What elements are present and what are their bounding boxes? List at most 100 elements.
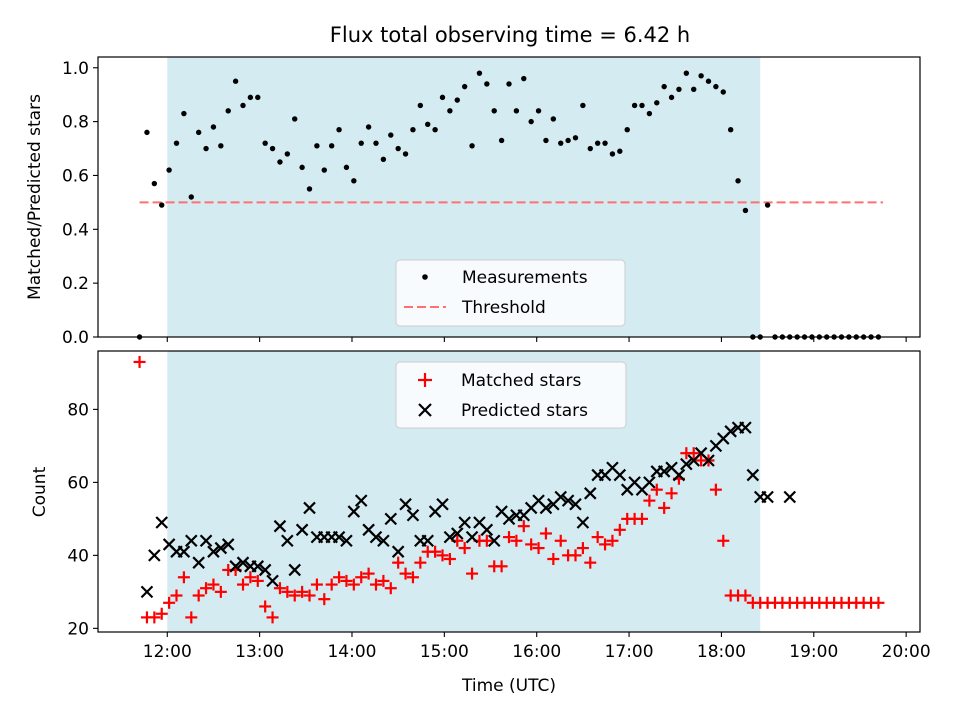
counts-frame [97,350,921,633]
counts-legend: Matched stars Predicted stars [395,361,627,429]
measurement-point [609,151,616,157]
matched-point [443,553,456,566]
measurement-point [351,178,357,184]
measurement-point [491,108,497,114]
measurement-point [558,140,564,146]
predicted-point [303,501,316,515]
measurement-point [151,180,158,187]
predicted-point [281,534,294,548]
predicted-point [487,534,501,548]
ratio-ticks: 0.0 0.2 0.4 0.6 0.8 1.0 [62,59,907,348]
measurement-point [484,81,490,87]
y-tick-label: 1.0 [62,59,89,79]
predicted-point [288,563,302,577]
measurement-point [617,148,623,154]
x-tick-label: 15:00 [420,642,469,662]
matched-point [384,582,397,595]
predicted-point [680,457,693,471]
measurement-point [225,108,231,114]
measurement-point [550,116,557,122]
predicted-point [214,541,228,555]
matched-point [392,556,405,569]
ratio-y-axis-label: Matched/Predicted stars [25,94,45,300]
matched-point [458,542,471,555]
matched-point [200,582,213,595]
matched-point [717,534,730,547]
matched-point [599,538,612,551]
measurement-point [358,140,364,146]
matched-point [480,534,493,547]
x-tick-label: 18:00 [697,642,746,662]
measurement-point [232,78,239,84]
matched-point [547,553,560,566]
matched-point [613,523,626,536]
matched-point [643,494,656,507]
matched-point [318,593,331,606]
x-tick-label: 13:00 [235,642,284,662]
x-tick-label: 12:00 [143,642,192,662]
measurement-point [218,143,224,149]
predicted-point [783,490,797,504]
chart-title: Flux total observing time = 6.42 h [330,23,690,47]
matched-point [495,560,508,573]
measurement-point [705,78,712,84]
measurement-point [255,94,261,101]
measurement-point [661,83,667,90]
matched-point [214,585,227,598]
matched-point [569,549,582,562]
predicted-point [672,468,686,482]
measurement-point [572,135,579,141]
matched-point [510,534,523,547]
measurement-point [269,145,276,152]
predicted-point [369,530,383,544]
measurement-point [284,151,291,157]
matched-point [709,483,722,496]
predicted-point [761,490,774,504]
measurement-point [336,126,342,133]
matched-point [525,538,538,551]
matched-point [185,611,198,624]
measurement-point [565,137,571,144]
measurement-point [395,145,401,152]
measurement-point [447,108,453,114]
measurement-point [417,102,424,109]
measurement-point [173,140,180,146]
predicted-point [140,585,154,599]
measurement-point [402,151,409,157]
matched-point [340,574,353,587]
predicted-point [576,516,590,529]
matched-point [739,589,752,602]
ratio-legend: Measurements Threshold [395,259,626,327]
predicted-point [221,538,235,551]
measurement-point [587,145,593,152]
measurement-point [410,126,416,133]
predicted-point [421,534,435,548]
matched-point [155,607,168,620]
y-tick-label: 0.8 [62,113,89,133]
measurement-point [365,124,372,130]
matched-point [399,567,412,580]
matched-point [163,596,176,609]
predicted-point [354,494,368,507]
x-tick-label: 17:00 [605,642,654,662]
predicted-point [332,530,346,544]
y-tick-label: 20 [67,619,89,639]
measurement-point [144,129,150,136]
matched-point [532,542,545,555]
legend-predicted-label: Predicted stars [461,401,588,421]
predicted-point [451,527,464,540]
matched-point [333,571,346,584]
matched-point [658,501,671,514]
y-tick-label: 0.6 [62,166,89,186]
measurement-point [676,86,682,93]
counts-y-axis-label: Count [30,466,50,517]
measurement-point [469,143,475,149]
legend-matched-label: Matched stars [461,371,581,391]
measurement-point [713,83,719,90]
predicted-point [391,545,405,558]
measurement-point [580,102,586,109]
measurement-point [277,159,283,165]
matched-point [554,534,567,547]
measurement-point [602,140,608,146]
